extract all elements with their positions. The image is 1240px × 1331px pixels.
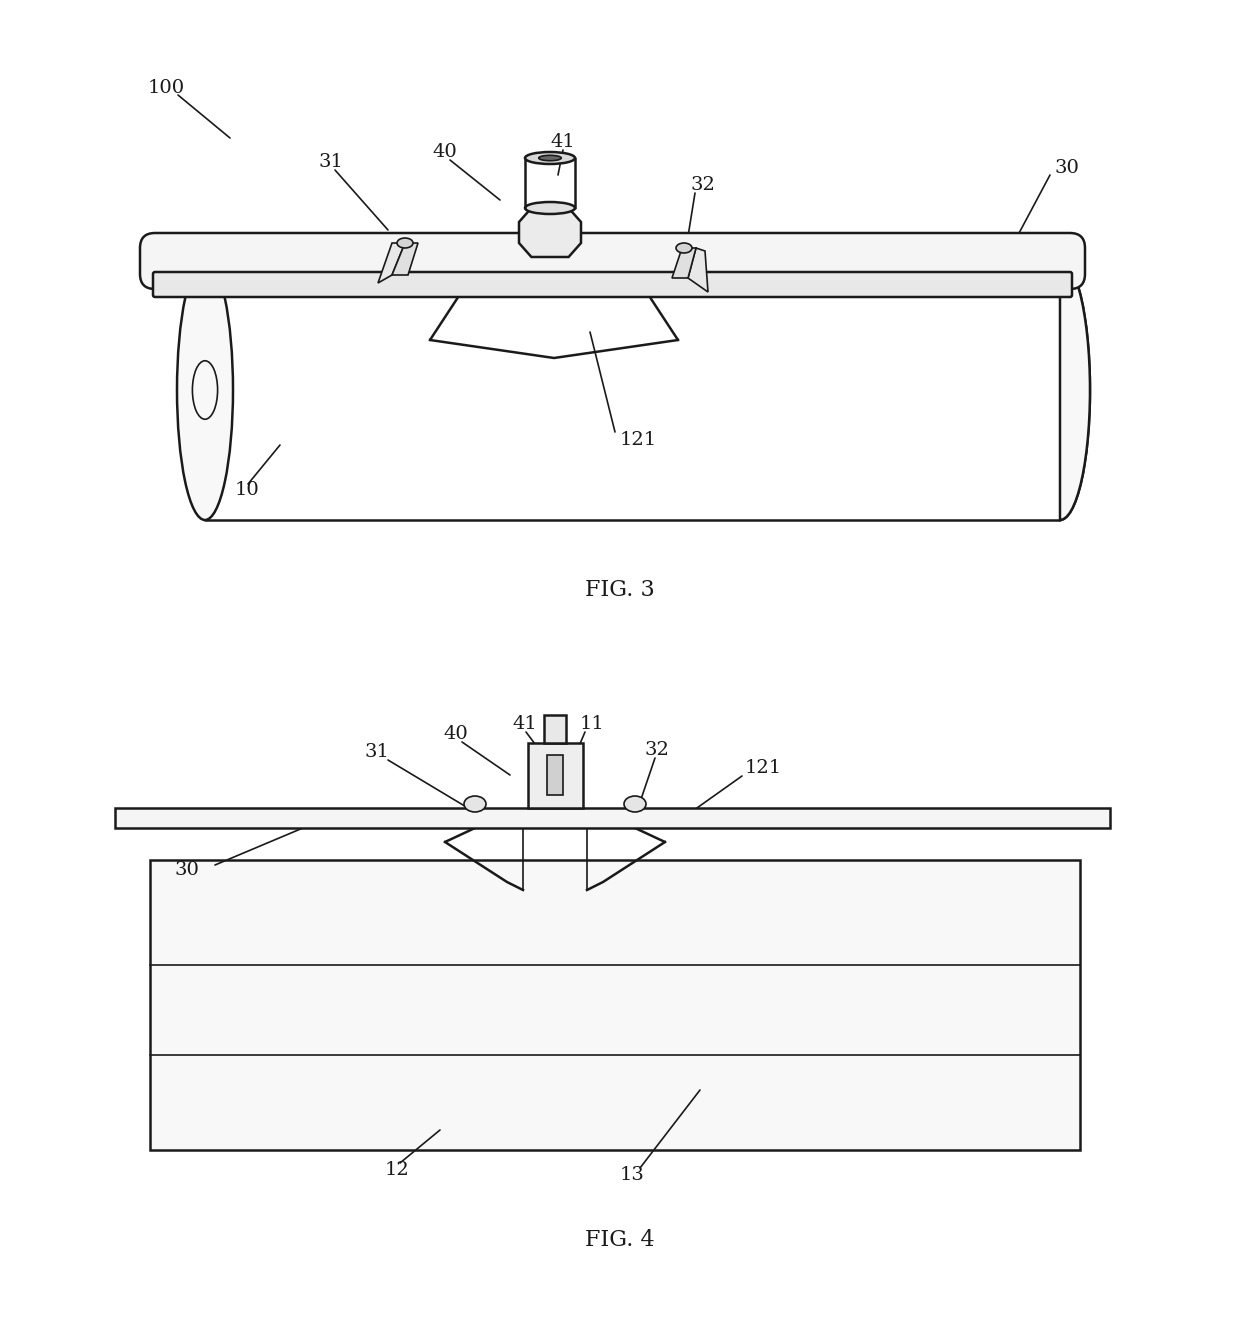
Text: 13: 13: [620, 1166, 645, 1185]
Ellipse shape: [624, 796, 646, 812]
Text: 30: 30: [1055, 158, 1080, 177]
Bar: [544, 715, 565, 743]
Text: 10: 10: [236, 480, 259, 499]
Ellipse shape: [525, 202, 575, 214]
Text: 30: 30: [175, 861, 200, 878]
Text: FIG. 3: FIG. 3: [585, 579, 655, 602]
Ellipse shape: [464, 796, 486, 812]
Text: 100: 100: [148, 79, 185, 97]
Text: 31: 31: [317, 153, 343, 170]
Text: 121: 121: [745, 759, 782, 777]
FancyBboxPatch shape: [153, 272, 1073, 297]
Polygon shape: [688, 248, 708, 291]
Text: 11: 11: [580, 715, 605, 733]
Ellipse shape: [177, 260, 233, 520]
Bar: [528, 743, 583, 808]
Text: 41: 41: [551, 133, 575, 150]
FancyBboxPatch shape: [140, 233, 1085, 289]
Text: 40: 40: [443, 725, 467, 743]
Ellipse shape: [192, 361, 217, 419]
Bar: [150, 860, 1080, 1150]
Polygon shape: [378, 244, 405, 284]
Ellipse shape: [538, 156, 562, 161]
Text: 31: 31: [365, 743, 389, 761]
Ellipse shape: [397, 238, 413, 248]
Bar: [547, 755, 563, 795]
Text: 32: 32: [689, 176, 715, 194]
Polygon shape: [672, 248, 696, 278]
Ellipse shape: [676, 244, 692, 253]
Text: 12: 12: [384, 1161, 409, 1179]
Text: 32: 32: [645, 741, 670, 759]
Text: 40: 40: [432, 142, 456, 161]
Text: 121: 121: [620, 431, 657, 449]
Ellipse shape: [525, 152, 575, 164]
Text: 41: 41: [512, 715, 537, 733]
Polygon shape: [1060, 260, 1090, 520]
Polygon shape: [392, 244, 418, 276]
Bar: [115, 808, 1110, 828]
Text: FIG. 4: FIG. 4: [585, 1229, 655, 1251]
Polygon shape: [520, 208, 582, 257]
